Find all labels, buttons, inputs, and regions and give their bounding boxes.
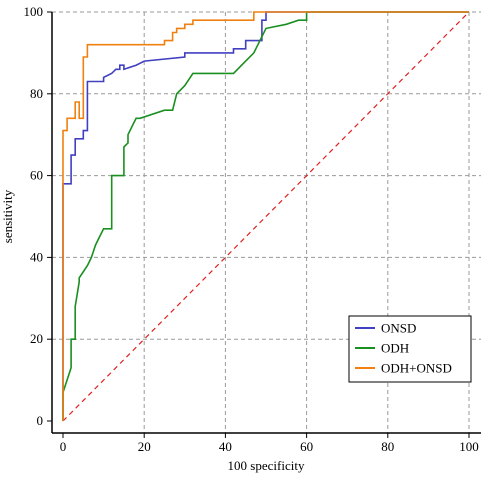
reference-line: [62, 11, 470, 422]
y-axis-title: sensitivity: [0, 189, 15, 243]
x-tick-label-60: 60: [300, 439, 313, 454]
series-line-odh-onsd: [62, 11, 469, 421]
x-tick-label-40: 40: [219, 439, 232, 454]
series-line-onsd: [62, 11, 469, 421]
legend: ONSD ODH ODH+ONSD: [348, 315, 472, 383]
legend-label-onsd: ONSD: [381, 321, 416, 336]
y-tick-label-100: 100: [24, 4, 44, 19]
y-tick-label-60: 60: [30, 168, 43, 183]
series-group: [62, 11, 469, 421]
y-tick-label-0: 0: [37, 413, 44, 428]
x-tick-label-100: 100: [459, 439, 479, 454]
y-tick-label-20: 20: [30, 331, 43, 346]
x-tick-label-0: 0: [60, 439, 67, 454]
axes: [47, 11, 481, 438]
x-tick-label-80: 80: [381, 439, 394, 454]
y-tick-label-40: 40: [30, 249, 43, 264]
legend-label-odh-onsd: ODH+ONSD: [381, 361, 452, 376]
series-line-odh: [62, 11, 469, 421]
x-tick-labels: 0 20 40 60 80 100: [60, 439, 479, 454]
x-axis-title: 100 specificity: [228, 458, 305, 473]
reference-diagonal: [62, 11, 470, 422]
y-tick-label-80: 80: [30, 86, 43, 101]
legend-label-odh: ODH: [381, 341, 409, 356]
x-tick-label-20: 20: [138, 439, 151, 454]
y-tick-labels: 0 20 40 60 80 100: [24, 4, 44, 428]
